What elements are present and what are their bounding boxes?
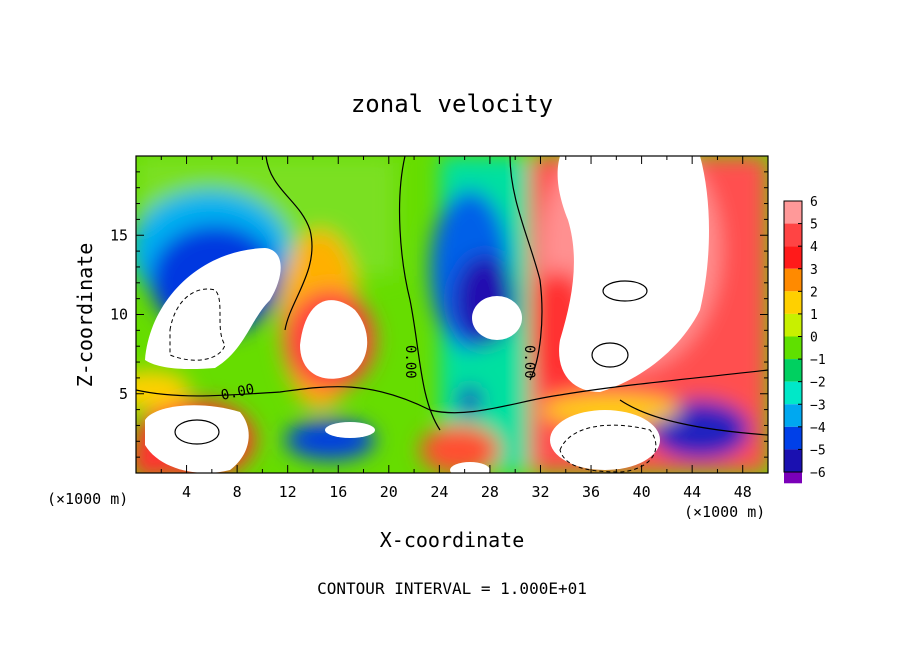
x-tick-label: 32 bbox=[531, 483, 549, 501]
colorbar-label: −1 bbox=[810, 353, 826, 368]
colorbar-label: 6 bbox=[810, 195, 818, 210]
colorbar-swatch bbox=[784, 201, 802, 224]
colorbar-swatch bbox=[784, 449, 802, 472]
x-tick-label: 4 bbox=[182, 483, 191, 501]
x-tick-label: 48 bbox=[734, 483, 752, 501]
x-axis: 4 8 12 16 20 24 28 32 36 40 44 48 bbox=[160, 156, 752, 501]
colorbar-swatch bbox=[784, 246, 802, 269]
x-tick-label: 20 bbox=[380, 483, 398, 501]
colorbar-swatch bbox=[784, 291, 802, 314]
x-tick-label: 44 bbox=[683, 483, 701, 501]
x-unit-left: (×1000 m) bbox=[47, 490, 128, 508]
contour-interval-note: CONTOUR INTERVAL = 1.000E+01 bbox=[317, 579, 587, 598]
colorbar-label: 4 bbox=[810, 240, 818, 255]
colorbar-label: −4 bbox=[810, 421, 826, 436]
x-tick-label: 12 bbox=[279, 483, 297, 501]
colorbar-label: 1 bbox=[810, 308, 818, 323]
colorbar-label: −5 bbox=[810, 443, 826, 458]
colorbar-label: 0 bbox=[810, 331, 818, 346]
colorbar-label: 2 bbox=[810, 285, 818, 300]
y-tick-label: 10 bbox=[110, 306, 128, 324]
colorbar-swatch bbox=[784, 336, 802, 360]
colorbar-swatch bbox=[784, 223, 802, 247]
colorbar-label: 5 bbox=[810, 218, 818, 233]
contour-label: 0.00 bbox=[521, 345, 537, 379]
x-tick-label: 8 bbox=[233, 483, 242, 501]
colorbar-label: −3 bbox=[810, 398, 826, 413]
colorbar-label: −2 bbox=[810, 376, 826, 391]
y-tick-label: 5 bbox=[119, 385, 128, 403]
colorbar-swatch bbox=[784, 404, 802, 427]
contour-label: 0.00 bbox=[402, 345, 418, 379]
x-tick-label: 36 bbox=[582, 483, 600, 501]
colorbar-swatch bbox=[784, 426, 802, 450]
contour-labels: 0.00 0.00 0.00 bbox=[220, 345, 537, 404]
x-unit-right: (×1000 m) bbox=[684, 503, 765, 521]
chart-title: zonal velocity bbox=[351, 90, 553, 118]
colorbar-swatch bbox=[784, 359, 802, 382]
colorbar-label: −6 bbox=[810, 466, 826, 481]
colorbar-label: 3 bbox=[810, 263, 818, 278]
plot-area bbox=[136, 156, 768, 473]
colorbar: 6 5 4 3 2 1 0 −1 −2 −3 −4 −5 −6 bbox=[783, 195, 826, 484]
contour-label: 0.00 bbox=[220, 381, 256, 404]
x-tick-label: 40 bbox=[633, 483, 651, 501]
x-axis-label: X-coordinate bbox=[380, 528, 525, 552]
y-axis: 5 10 15 bbox=[110, 171, 768, 458]
y-axis-label: Z-coordinate bbox=[73, 243, 97, 388]
colorbar-swatch bbox=[784, 313, 802, 337]
x-tick-label: 24 bbox=[430, 483, 448, 501]
colorbar-swatch bbox=[784, 472, 802, 484]
x-tick-label: 16 bbox=[329, 483, 347, 501]
colorbar-swatch bbox=[784, 381, 802, 405]
y-tick-label: 15 bbox=[110, 226, 128, 244]
colorbar-swatch bbox=[784, 268, 802, 292]
x-tick-label: 28 bbox=[481, 483, 499, 501]
